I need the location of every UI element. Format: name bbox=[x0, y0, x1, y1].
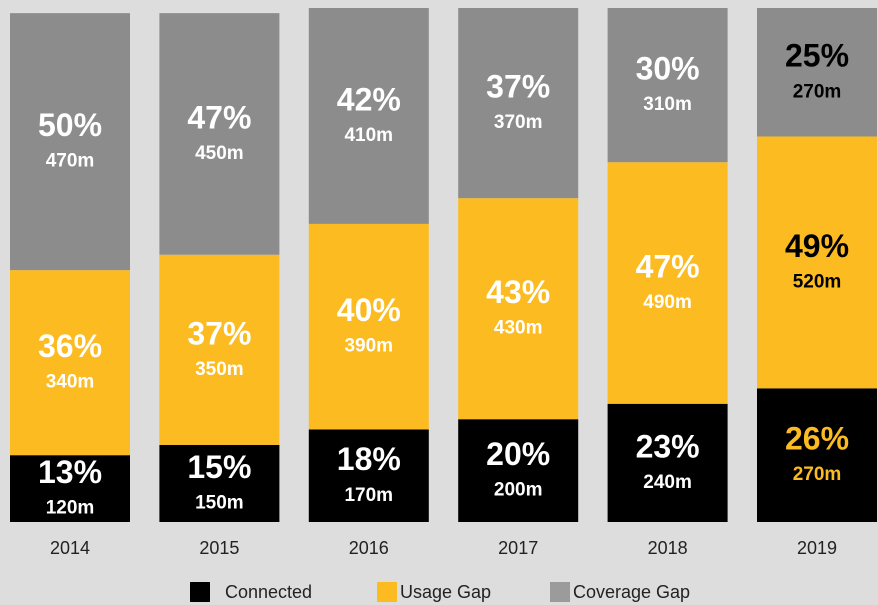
percent-label: 23% bbox=[636, 428, 700, 464]
bar-segment bbox=[607, 403, 728, 522]
percent-label: 47% bbox=[187, 99, 251, 135]
bar-segment bbox=[159, 444, 280, 522]
count-label: 170m bbox=[344, 485, 393, 506]
legend-label: Connected bbox=[225, 582, 312, 602]
legend-swatch bbox=[550, 582, 570, 602]
bar-segment bbox=[757, 388, 877, 522]
percent-label: 47% bbox=[636, 248, 700, 284]
percent-label: 25% bbox=[785, 38, 849, 74]
bar-segment bbox=[308, 223, 429, 430]
percent-label: 13% bbox=[38, 454, 102, 490]
bar-segment bbox=[308, 429, 429, 522]
percent-label: 50% bbox=[38, 107, 102, 143]
legend-label: Coverage Gap bbox=[573, 582, 690, 602]
bar-segment bbox=[10, 13, 130, 271]
x-tick-label: 2019 bbox=[797, 538, 837, 558]
count-label: 120m bbox=[46, 498, 95, 519]
percent-label: 37% bbox=[187, 315, 251, 351]
x-tick-label: 2018 bbox=[648, 538, 688, 558]
percent-label: 49% bbox=[785, 228, 849, 264]
count-label: 200m bbox=[494, 480, 543, 501]
legend-swatch bbox=[190, 582, 210, 602]
count-label: 390m bbox=[344, 336, 393, 357]
count-label: 270m bbox=[793, 464, 842, 485]
count-label: 370m bbox=[494, 112, 543, 133]
percent-label: 15% bbox=[187, 449, 251, 485]
x-tick-label: 2014 bbox=[50, 538, 90, 558]
bar-segment bbox=[308, 8, 429, 224]
legend-label: Usage Gap bbox=[400, 582, 491, 602]
percent-label: 18% bbox=[337, 441, 401, 477]
bar-segment bbox=[10, 455, 130, 522]
bar-segment bbox=[607, 162, 728, 404]
percent-label: 40% bbox=[337, 292, 401, 328]
percent-label: 43% bbox=[486, 274, 550, 310]
count-label: 240m bbox=[643, 472, 692, 493]
percent-label: 20% bbox=[486, 436, 550, 472]
bar-segment bbox=[159, 254, 280, 445]
bar-segment bbox=[757, 8, 877, 137]
count-label: 270m bbox=[793, 81, 842, 102]
count-label: 150m bbox=[195, 492, 244, 513]
x-tick-label: 2016 bbox=[349, 538, 389, 558]
bar-segment bbox=[458, 8, 579, 199]
percent-label: 30% bbox=[636, 51, 700, 87]
count-label: 340m bbox=[46, 372, 95, 393]
legend-swatch bbox=[377, 582, 397, 602]
percent-label: 26% bbox=[785, 421, 849, 457]
bar-segment bbox=[159, 13, 280, 255]
count-label: 430m bbox=[494, 318, 543, 339]
count-label: 450m bbox=[195, 143, 244, 164]
bar-segment bbox=[458, 198, 579, 420]
bar-segment bbox=[458, 419, 579, 522]
bar-segment bbox=[757, 136, 877, 389]
x-tick-label: 2015 bbox=[199, 538, 239, 558]
percent-label: 42% bbox=[337, 81, 401, 117]
count-label: 520m bbox=[793, 271, 842, 292]
bar-segment bbox=[10, 270, 130, 456]
count-label: 490m bbox=[643, 292, 692, 313]
count-label: 350m bbox=[195, 359, 244, 380]
percent-label: 36% bbox=[38, 328, 102, 364]
count-label: 470m bbox=[46, 151, 95, 172]
count-label: 410m bbox=[344, 125, 393, 146]
count-label: 310m bbox=[643, 94, 692, 115]
x-tick-label: 2017 bbox=[498, 538, 538, 558]
percent-label: 37% bbox=[486, 69, 550, 105]
bar-segment bbox=[607, 8, 728, 163]
